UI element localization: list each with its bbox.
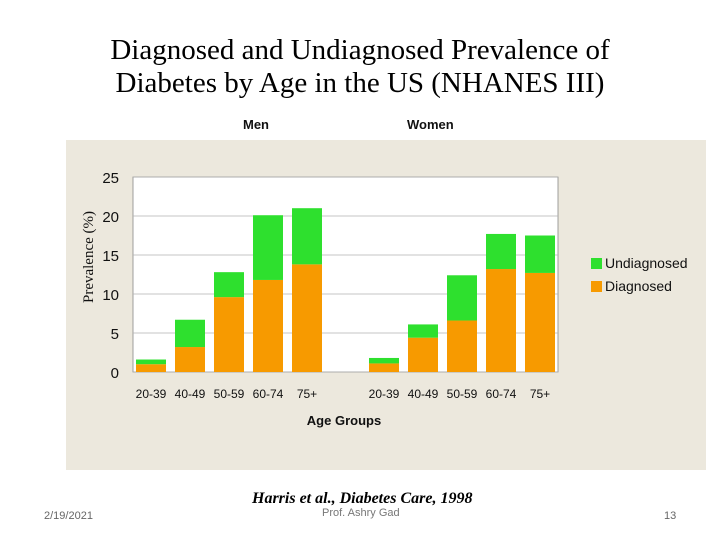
footer-page-number: 13 bbox=[664, 510, 677, 522]
y-tick-label: 15 bbox=[102, 248, 119, 265]
x-tick-label: 50-59 bbox=[447, 387, 478, 401]
legend-swatch bbox=[591, 258, 602, 269]
legend-label: Diagnosed bbox=[605, 278, 672, 294]
x-tick-label: 75+ bbox=[297, 387, 317, 401]
y-tick-label: 5 bbox=[111, 326, 119, 343]
slide-title-line-2: Diabetes by Age in the US (NHANES III) bbox=[115, 67, 605, 99]
y-axis-label: Prevalence (%) bbox=[81, 211, 97, 303]
x-tick-label: 75+ bbox=[530, 387, 550, 401]
group-label-women: Women bbox=[407, 117, 454, 132]
bar-undiagnosed bbox=[214, 272, 244, 298]
bar-undiagnosed bbox=[486, 233, 516, 270]
bar-undiagnosed bbox=[253, 215, 283, 280]
slide-title-line-1: Diagnosed and Undiagnosed Prevalence of bbox=[110, 34, 610, 66]
y-tick-label: 10 bbox=[102, 287, 119, 304]
x-tick-label: 40-49 bbox=[175, 387, 206, 401]
citation: Harris et al., Diabetes Care, 1998 bbox=[252, 490, 473, 507]
bar-diagnosed bbox=[447, 320, 477, 372]
bar-diagnosed bbox=[486, 269, 516, 372]
bar-undiagnosed bbox=[175, 319, 205, 348]
x-tick-label: 50-59 bbox=[214, 387, 245, 401]
x-tick-label: 60-74 bbox=[486, 387, 517, 401]
x-tick-label: 20-39 bbox=[369, 387, 400, 401]
bar-diagnosed bbox=[214, 297, 244, 372]
bar-diagnosed bbox=[408, 337, 438, 372]
y-tick-label: 0 bbox=[111, 365, 119, 382]
bar-diagnosed bbox=[136, 364, 166, 372]
bar-undiagnosed bbox=[369, 357, 399, 364]
bar-diagnosed bbox=[369, 363, 399, 372]
legend-label: Undiagnosed bbox=[605, 255, 688, 271]
bar-undiagnosed bbox=[447, 275, 477, 321]
bar-diagnosed bbox=[253, 279, 283, 372]
x-tick-label: 60-74 bbox=[253, 387, 284, 401]
footer-date: 2/19/2021 bbox=[44, 510, 93, 522]
x-tick-label: 20-39 bbox=[136, 387, 167, 401]
bar-undiagnosed bbox=[525, 235, 555, 273]
bar-diagnosed bbox=[175, 347, 205, 372]
footer-author: Prof. Ashry Gad bbox=[322, 507, 400, 519]
y-tick-label: 25 bbox=[102, 170, 119, 187]
bar-undiagnosed bbox=[136, 359, 166, 365]
bar-diagnosed bbox=[292, 264, 322, 372]
x-tick-label: 40-49 bbox=[408, 387, 439, 401]
bar-undiagnosed bbox=[408, 324, 438, 338]
bar-undiagnosed bbox=[292, 208, 322, 265]
slide-title: Diagnosed and Undiagnosed Prevalence of … bbox=[20, 34, 700, 100]
bar-diagnosed bbox=[525, 272, 555, 372]
group-label-men: Men bbox=[243, 117, 269, 132]
x-axis-label: Age Groups bbox=[307, 413, 381, 428]
y-tick-label: 20 bbox=[102, 209, 119, 226]
legend-swatch bbox=[591, 281, 602, 292]
